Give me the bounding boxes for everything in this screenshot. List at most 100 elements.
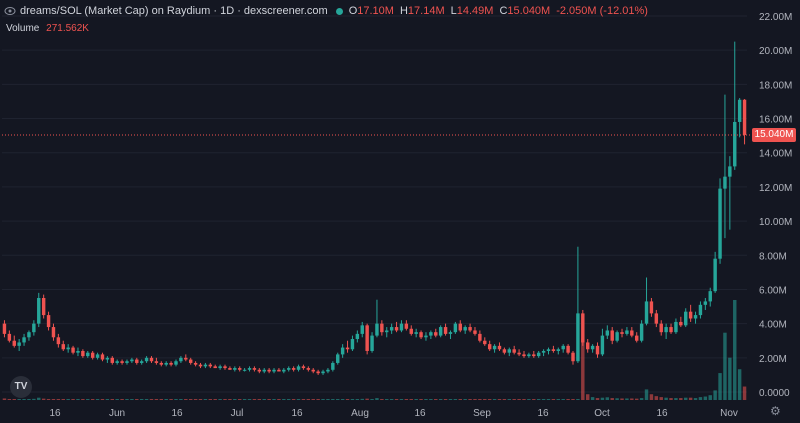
candle-body[interactable] <box>336 354 340 363</box>
candle-body[interactable] <box>365 325 369 351</box>
candle-body[interactable] <box>581 313 585 343</box>
candle-body[interactable] <box>394 327 399 331</box>
candle-body[interactable] <box>228 368 232 370</box>
candle-body[interactable] <box>90 352 95 358</box>
candle-body[interactable] <box>737 99 742 122</box>
candle-body[interactable] <box>331 362 335 370</box>
candle-body[interactable] <box>684 311 688 326</box>
candle-body[interactable] <box>375 323 379 336</box>
candle-body[interactable] <box>37 298 41 324</box>
candle-body[interactable] <box>463 327 467 331</box>
candle-body[interactable] <box>443 327 448 334</box>
candle-body[interactable] <box>561 345 565 350</box>
candle-body[interactable] <box>105 357 110 360</box>
candle-body[interactable] <box>193 362 198 365</box>
candle-body[interactable] <box>664 327 668 333</box>
candle-body[interactable] <box>630 330 634 336</box>
candle-body[interactable] <box>247 368 252 370</box>
candle-body[interactable] <box>713 258 717 292</box>
candle-body[interactable] <box>497 345 502 350</box>
gear-icon[interactable]: ⚙ <box>770 404 781 418</box>
candle-body[interactable] <box>139 361 144 363</box>
candle-body[interactable] <box>76 350 80 353</box>
candle-body[interactable] <box>223 366 227 369</box>
candle-body[interactable] <box>399 323 404 331</box>
candle-body[interactable] <box>419 332 423 338</box>
candle-body[interactable] <box>409 328 413 334</box>
candle-body[interactable] <box>272 369 276 372</box>
candle-body[interactable] <box>164 362 168 365</box>
candle-body[interactable] <box>708 291 712 302</box>
candle-body[interactable] <box>237 368 242 370</box>
candle-body[interactable] <box>703 301 708 305</box>
candle-body[interactable] <box>659 323 663 333</box>
candle-body[interactable] <box>644 301 649 324</box>
candle-body[interactable] <box>595 345 600 355</box>
candle-body[interactable] <box>316 371 320 374</box>
candle-body[interactable] <box>566 345 570 353</box>
candle-body[interactable] <box>86 352 90 357</box>
candle-body[interactable] <box>208 364 213 367</box>
candle-body[interactable] <box>135 359 139 363</box>
candle-body[interactable] <box>56 337 61 345</box>
candle-body[interactable] <box>429 332 433 336</box>
candle-body[interactable] <box>541 350 546 353</box>
candle-body[interactable] <box>718 188 722 259</box>
candle-body[interactable] <box>184 357 188 360</box>
candle-body[interactable] <box>487 344 492 350</box>
candle-body[interactable] <box>350 339 355 350</box>
candle-body[interactable] <box>130 359 134 362</box>
candle-body[interactable] <box>301 366 306 369</box>
candle-body[interactable] <box>7 333 12 341</box>
candle-body[interactable] <box>674 321 678 333</box>
candle-body[interactable] <box>252 368 257 370</box>
candle-body[interactable] <box>693 315 698 319</box>
candle-body[interactable] <box>468 327 472 331</box>
candle-body[interactable] <box>61 344 65 350</box>
candle-body[interactable] <box>434 332 438 336</box>
candle-body[interactable] <box>615 332 619 341</box>
candle-body[interactable] <box>51 327 56 338</box>
candle-body[interactable] <box>32 323 36 333</box>
candle-body[interactable] <box>179 357 183 362</box>
candle-body[interactable] <box>125 361 129 363</box>
candle-body[interactable] <box>551 349 556 351</box>
candle-body[interactable] <box>321 371 325 374</box>
candle-body[interactable] <box>625 330 629 334</box>
candle-body[interactable] <box>698 304 703 316</box>
candle-body[interactable] <box>507 349 512 353</box>
candle-body[interactable] <box>733 121 737 167</box>
candle-body[interactable] <box>203 364 208 367</box>
candle-body[interactable] <box>380 323 384 333</box>
candle-body[interactable] <box>66 347 70 350</box>
candle-body[interactable] <box>17 342 21 346</box>
candle-body[interactable] <box>639 323 644 341</box>
eye-icon[interactable] <box>4 6 16 16</box>
candle-body[interactable] <box>522 354 526 357</box>
candle-body[interactable] <box>370 335 374 351</box>
candle-body[interactable] <box>669 327 673 333</box>
candle-body[interactable] <box>340 347 345 355</box>
candle-body[interactable] <box>546 349 551 351</box>
candle-body[interactable] <box>198 364 203 367</box>
candle-body[interactable] <box>233 368 237 370</box>
candle-body[interactable] <box>517 352 521 355</box>
candle-body[interactable] <box>742 99 747 135</box>
candle-body[interactable] <box>46 315 51 328</box>
tradingview-logo-icon[interactable]: TV <box>10 376 32 398</box>
candle-body[interactable] <box>478 333 482 341</box>
candle-body[interactable] <box>326 369 330 372</box>
candle-body[interactable] <box>448 332 453 334</box>
candle-body[interactable] <box>81 350 85 357</box>
candle-body[interactable] <box>213 366 217 369</box>
candle-body[interactable] <box>287 368 291 370</box>
candle-body[interactable] <box>527 354 531 357</box>
candle-body[interactable] <box>267 369 271 372</box>
candle-body[interactable] <box>41 298 46 316</box>
candle-body[interactable] <box>404 323 409 329</box>
candle-body[interactable] <box>483 340 487 345</box>
candle-body[interactable] <box>218 366 222 369</box>
candle-body[interactable] <box>110 357 114 363</box>
candle-body[interactable] <box>144 357 149 362</box>
